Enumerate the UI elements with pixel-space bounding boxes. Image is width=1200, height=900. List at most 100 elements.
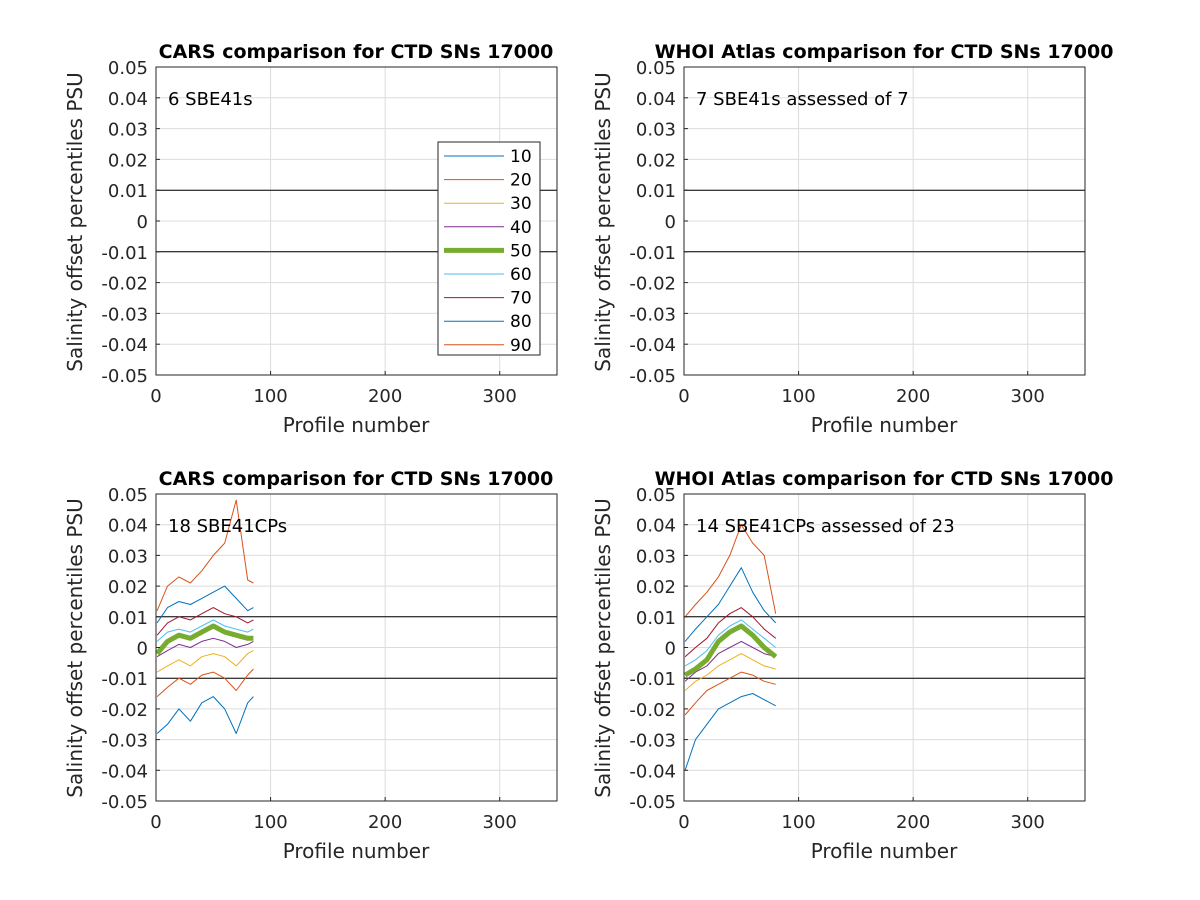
y-tick-label: 0.02 xyxy=(108,150,148,171)
y-tick-label: 0.01 xyxy=(108,181,148,202)
y-tick-label: 0.04 xyxy=(108,89,148,110)
y-tick-label: 0 xyxy=(665,639,676,660)
y-tick-label: 0.05 xyxy=(108,58,148,79)
panel-cars-sbe41cp: CARS comparison for CTD SNs 17000 Salini… xyxy=(63,468,558,863)
series-line-10 xyxy=(156,696,254,734)
x-tick-label: 0 xyxy=(150,386,161,407)
y-tick-label: -0.05 xyxy=(101,792,148,813)
series-line-70 xyxy=(156,607,254,636)
y-axis-label: Salinity offset percentiles PSU xyxy=(591,72,615,371)
x-tick-label: 300 xyxy=(1011,386,1045,407)
y-axis-label: Salinity offset percentiles PSU xyxy=(63,498,87,797)
y-tick-label: 0.05 xyxy=(108,485,148,506)
y-tick-label: -0.05 xyxy=(101,366,148,387)
x-tick-label: 300 xyxy=(483,812,517,833)
x-tick-label: 0 xyxy=(678,812,689,833)
panel-whoi-sbe41: WHOI Atlas comparison for CTD SNs 17000 … xyxy=(591,41,1113,437)
ticks: 0.05 0.04 0.03 0.02 0.01 0 -0.01 -0.02 -0.03 -0.0… xyxy=(101,58,516,407)
legend-label-80: 80 xyxy=(510,312,532,332)
x-tick-label: 200 xyxy=(896,812,930,833)
y-tick-label: 0.04 xyxy=(636,89,676,110)
panel-annotation: 7 SBE41s assessed of 7 xyxy=(696,89,909,110)
y-tick-label: -0.04 xyxy=(629,761,676,782)
y-tick-label: -0.04 xyxy=(101,335,148,356)
reference-lines xyxy=(156,616,557,679)
y-axis-label: Salinity offset percentiles PSU xyxy=(591,498,615,797)
y-tick-label: 0 xyxy=(137,212,148,233)
series-line-80 xyxy=(156,585,254,624)
x-axis-label: Profile number xyxy=(811,413,958,437)
x-axis-label: Profile number xyxy=(811,839,958,863)
reference-lines xyxy=(684,189,1085,253)
y-tick-label: 0.03 xyxy=(108,120,148,141)
y-tick-label: -0.03 xyxy=(101,304,148,325)
legend-label-50: 50 xyxy=(510,241,532,261)
y-tick-label: 0 xyxy=(665,212,676,233)
ticks: 0.05 0.04 0.03 0.02 0.01 0 -0.01 -0.02 -0.03 -0.0… xyxy=(101,485,516,833)
x-axis-label: Profile number xyxy=(283,413,430,437)
y-tick-label: 0.05 xyxy=(636,58,676,79)
y-tick-label: -0.02 xyxy=(629,700,676,721)
y-tick-label: -0.03 xyxy=(629,731,676,752)
x-tick-label: 200 xyxy=(896,386,930,407)
series-line-90 xyxy=(684,524,777,618)
legend-label-40: 40 xyxy=(510,218,532,238)
panel-annotation: 18 SBE41CPs xyxy=(168,516,287,537)
y-tick-label: 0.04 xyxy=(108,516,148,537)
legend-label-90: 90 xyxy=(510,336,532,356)
legend-label-30: 30 xyxy=(510,194,532,214)
reference-lines xyxy=(684,616,1085,679)
series-line-40 xyxy=(684,640,776,682)
series-line-60 xyxy=(156,619,254,642)
series-line-30 xyxy=(684,653,776,691)
x-tick-label: 300 xyxy=(483,386,517,407)
y-tick-label: 0.02 xyxy=(636,150,676,171)
series-line-40 xyxy=(156,637,254,658)
y-tick-label: -0.02 xyxy=(101,274,148,295)
y-tick-label: 0.01 xyxy=(108,608,148,629)
y-tick-label: -0.02 xyxy=(101,700,148,721)
x-axis-label: Profile number xyxy=(283,839,430,863)
y-tick-label: -0.03 xyxy=(629,304,676,325)
y-tick-label: -0.05 xyxy=(629,366,676,387)
panel-annotation: 14 SBE41CPs assessed of 23 xyxy=(696,516,955,537)
y-tick-label: -0.05 xyxy=(629,792,676,813)
y-tick-label: 0.01 xyxy=(636,608,676,629)
y-tick-label: -0.01 xyxy=(101,243,148,264)
x-tick-label: 0 xyxy=(678,386,689,407)
y-tick-label: 0 xyxy=(137,639,148,660)
panel-annotation: 6 SBE41s xyxy=(168,89,253,110)
y-tick-label: -0.02 xyxy=(629,274,676,295)
y-tick-label: 0.03 xyxy=(636,546,676,567)
series-line-80 xyxy=(684,567,777,642)
y-tick-label: 0.02 xyxy=(108,577,148,598)
legend: 10 20 30 40 50 60 70 80 90 xyxy=(437,141,541,356)
x-tick-label: 0 xyxy=(150,812,161,833)
y-tick-label: -0.03 xyxy=(101,731,148,752)
x-tick-label: 200 xyxy=(368,386,402,407)
x-tick-label: 200 xyxy=(368,812,402,833)
series-lines xyxy=(155,499,254,734)
y-tick-label: -0.01 xyxy=(101,669,148,690)
series-line-70 xyxy=(684,607,777,658)
y-tick-label: -0.04 xyxy=(629,335,676,356)
series-line-10 xyxy=(684,693,776,771)
legend-label-10: 10 xyxy=(510,147,532,167)
series-line-60 xyxy=(684,619,777,667)
panel-title: CARS comparison for CTD SNs 17000 xyxy=(159,41,554,63)
y-tick-label: 0.04 xyxy=(636,516,676,537)
series-line-50 xyxy=(683,623,778,678)
y-tick-label: 0.03 xyxy=(636,120,676,141)
series-line-20 xyxy=(156,668,254,697)
panel-cars-sbe41: CARS comparison for CTD SNs 17000 Salini… xyxy=(63,41,558,437)
y-tick-label: 0.02 xyxy=(636,577,676,598)
legend-entries: 10 20 30 40 50 60 70 80 90 xyxy=(444,147,532,356)
y-tick-label: -0.01 xyxy=(629,243,676,264)
y-axis-label: Salinity offset percentiles PSU xyxy=(63,72,87,371)
panel-title: WHOI Atlas comparison for CTD SNs 17000 xyxy=(655,41,1114,63)
x-tick-label: 100 xyxy=(781,812,815,833)
series-line-90 xyxy=(156,499,254,611)
y-tick-label: 0.03 xyxy=(108,546,148,567)
